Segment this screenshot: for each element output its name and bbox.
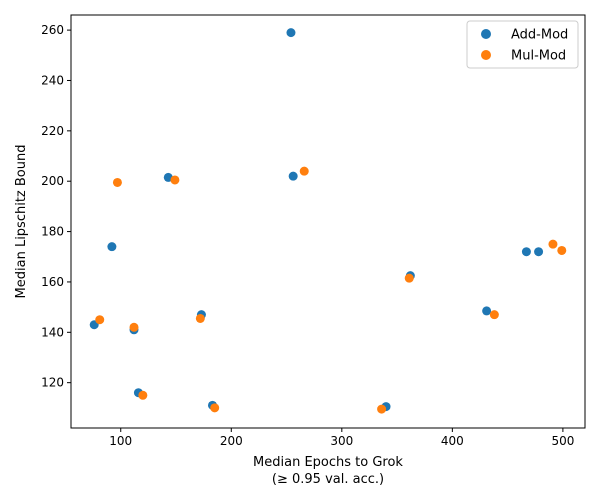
x-tick-label: 100 [109, 434, 132, 448]
points-layer [89, 28, 567, 414]
y-tick-label: 240 [41, 73, 64, 87]
legend: Add-Mod Mul-Mod [466, 20, 579, 69]
plot-frame [70, 14, 586, 429]
y-tick-label: 220 [41, 124, 64, 138]
x-tick-label: 300 [330, 434, 353, 448]
data-point-mul-mod [112, 177, 122, 187]
legend-label-mul-mod: Mul-Mod [511, 49, 566, 64]
y-tick-label: 260 [41, 23, 64, 37]
x-tick-label: 200 [220, 434, 243, 448]
x-axis-sublabel: (≥ 0.95 val. acc.) [272, 472, 384, 487]
data-point-add-mod [534, 247, 544, 257]
data-point-mul-mod [195, 313, 205, 323]
data-point-mul-mod [404, 273, 414, 283]
data-point-mul-mod [299, 166, 309, 176]
legend-marker-add-mod [481, 29, 491, 39]
y-tick-label: 140 [41, 325, 64, 339]
data-point-add-mod [107, 242, 117, 252]
y-tick-label: 180 [41, 225, 64, 239]
data-point-mul-mod [548, 239, 558, 249]
x-axis-label: Median Epochs to Grok [253, 455, 403, 470]
y-tick-label: 200 [41, 174, 64, 188]
data-point-add-mod [286, 28, 296, 38]
y-axis-label: Median Lipschitz Bound [14, 145, 29, 299]
y-tick-label: 120 [41, 376, 64, 390]
data-point-mul-mod [129, 322, 139, 332]
data-point-mul-mod [210, 403, 220, 413]
data-point-mul-mod [138, 390, 148, 400]
y-tick-label: 160 [41, 275, 64, 289]
x-tick-label: 400 [441, 434, 464, 448]
data-point-add-mod [521, 247, 531, 257]
data-point-mul-mod [489, 310, 499, 320]
legend-marker-mul-mod [481, 50, 491, 60]
data-point-add-mod [482, 306, 492, 316]
legend-label-add-mod: Add-Mod [511, 28, 568, 43]
data-point-mul-mod [377, 404, 387, 414]
legend-box [466, 20, 579, 69]
data-point-add-mod [288, 171, 298, 181]
x-tick-label: 500 [551, 434, 574, 448]
data-point-mul-mod [95, 315, 105, 325]
data-point-mul-mod [557, 245, 567, 255]
ticks-layer: 100 200 300 400 500 120 140 160 180 200 220 240 260 [41, 23, 574, 448]
data-point-mul-mod [170, 175, 180, 185]
